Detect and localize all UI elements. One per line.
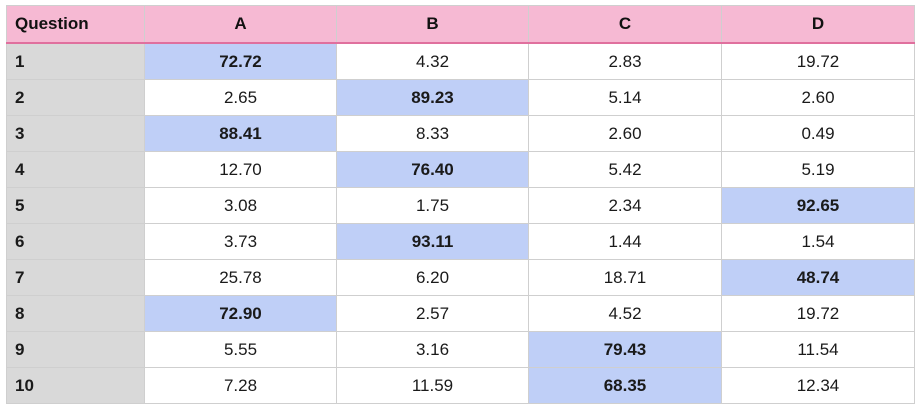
table-row: 5 3.08 1.75 2.34 92.65 (6, 187, 915, 224)
value-cell-b: 93.11 (336, 223, 529, 260)
question-number-cell: 8 (6, 295, 145, 332)
value-cell-a: 72.72 (144, 42, 337, 80)
value-cell-a: 88.41 (144, 115, 337, 152)
question-number-cell: 7 (6, 259, 145, 296)
value-cell-c: 5.14 (528, 79, 722, 116)
value-cell-c: 4.52 (528, 295, 722, 332)
table-row: 7 25.78 6.20 18.71 48.74 (6, 259, 915, 296)
value-cell-a: 3.73 (144, 223, 337, 260)
value-cell-b: 1.75 (336, 187, 529, 224)
question-number-cell: 6 (6, 223, 145, 260)
column-header-a: A (144, 5, 337, 44)
value-cell-b: 6.20 (336, 259, 529, 296)
value-cell-d: 19.72 (721, 42, 915, 80)
value-cell-c: 5.42 (528, 151, 722, 188)
value-cell-b: 8.33 (336, 115, 529, 152)
table-row: 9 5.55 3.16 79.43 11.54 (6, 331, 915, 368)
value-cell-c: 79.43 (528, 331, 722, 368)
value-cell-b: 3.16 (336, 331, 529, 368)
value-cell-d: 12.34 (721, 367, 915, 404)
value-cell-c: 2.60 (528, 115, 722, 152)
value-cell-d: 11.54 (721, 331, 915, 368)
value-cell-d: 92.65 (721, 187, 915, 224)
value-cell-b: 89.23 (336, 79, 529, 116)
question-number-cell: 10 (6, 367, 145, 404)
value-cell-a: 2.65 (144, 79, 337, 116)
question-number-cell: 9 (6, 331, 145, 368)
value-cell-a: 7.28 (144, 367, 337, 404)
question-number-cell: 2 (6, 79, 145, 116)
value-cell-d: 0.49 (721, 115, 915, 152)
value-cell-a: 5.55 (144, 331, 337, 368)
question-number-cell: 3 (6, 115, 145, 152)
value-cell-c: 68.35 (528, 367, 722, 404)
value-cell-a: 12.70 (144, 151, 337, 188)
column-header-b: B (336, 5, 529, 44)
value-cell-d: 1.54 (721, 223, 915, 260)
question-number-cell: 4 (6, 151, 145, 188)
value-cell-a: 25.78 (144, 259, 337, 296)
value-cell-c: 2.34 (528, 187, 722, 224)
column-header-question: Question (6, 5, 145, 44)
table-row: 4 12.70 76.40 5.42 5.19 (6, 151, 915, 188)
value-cell-a: 3.08 (144, 187, 337, 224)
table-row: 2 2.65 89.23 5.14 2.60 (6, 79, 915, 116)
value-cell-b: 11.59 (336, 367, 529, 404)
value-cell-d: 2.60 (721, 79, 915, 116)
value-cell-c: 18.71 (528, 259, 722, 296)
question-number-cell: 5 (6, 187, 145, 224)
value-cell-b: 2.57 (336, 295, 529, 332)
value-cell-b: 76.40 (336, 151, 529, 188)
question-number-cell: 1 (6, 42, 145, 80)
column-header-d: D (721, 5, 915, 44)
value-cell-d: 19.72 (721, 295, 915, 332)
column-header-c: C (528, 5, 722, 44)
value-cell-a: 72.90 (144, 295, 337, 332)
table-row: 10 7.28 11.59 68.35 12.34 (6, 367, 915, 404)
value-cell-d: 5.19 (721, 151, 915, 188)
table-row: 6 3.73 93.11 1.44 1.54 (6, 223, 915, 260)
header-row: Question A B C D (6, 5, 915, 44)
value-cell-c: 2.83 (528, 42, 722, 80)
value-cell-b: 4.32 (336, 42, 529, 80)
answer-distribution-table: Question A B C D 1 72.72 4.32 2.83 19.72… (6, 5, 915, 404)
value-cell-d: 48.74 (721, 259, 915, 296)
table-row: 1 72.72 4.32 2.83 19.72 (6, 42, 915, 80)
table-row: 3 88.41 8.33 2.60 0.49 (6, 115, 915, 152)
value-cell-c: 1.44 (528, 223, 722, 260)
table-row: 8 72.90 2.57 4.52 19.72 (6, 295, 915, 332)
